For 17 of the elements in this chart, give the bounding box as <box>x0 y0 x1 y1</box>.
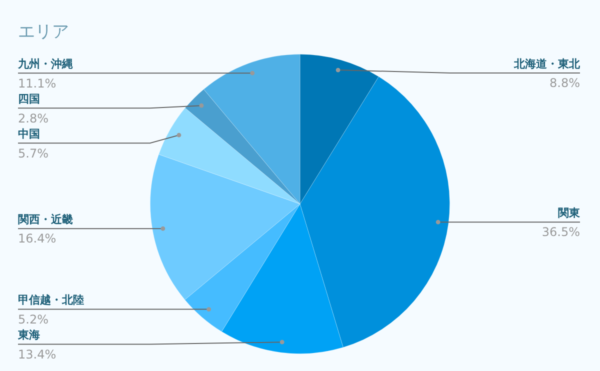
slice-label: 甲信越・北陸 <box>18 294 84 307</box>
slice-label: 関西・近畿 <box>18 212 73 226</box>
slice-label: 四国 <box>18 92 40 106</box>
data-label: 5.7% <box>18 146 48 160</box>
slice-label: 関東 <box>558 206 581 220</box>
chart-title: エリア <box>18 21 69 43</box>
slice-label: 中国 <box>18 127 40 140</box>
data-label: 2.8% <box>18 111 48 126</box>
data-label: 13.4% <box>18 347 56 362</box>
data-label: 11.1% <box>18 76 56 90</box>
slice-label: 九州・沖縄 <box>17 57 73 70</box>
slice-label: 北海道・東北 <box>513 57 581 70</box>
data-label: 5.2% <box>18 312 48 326</box>
data-label: 8.8% <box>550 76 580 90</box>
data-label: 16.4% <box>18 232 56 246</box>
data-label: 36.5% <box>542 225 580 240</box>
slice-label: 東海 <box>17 328 40 342</box>
